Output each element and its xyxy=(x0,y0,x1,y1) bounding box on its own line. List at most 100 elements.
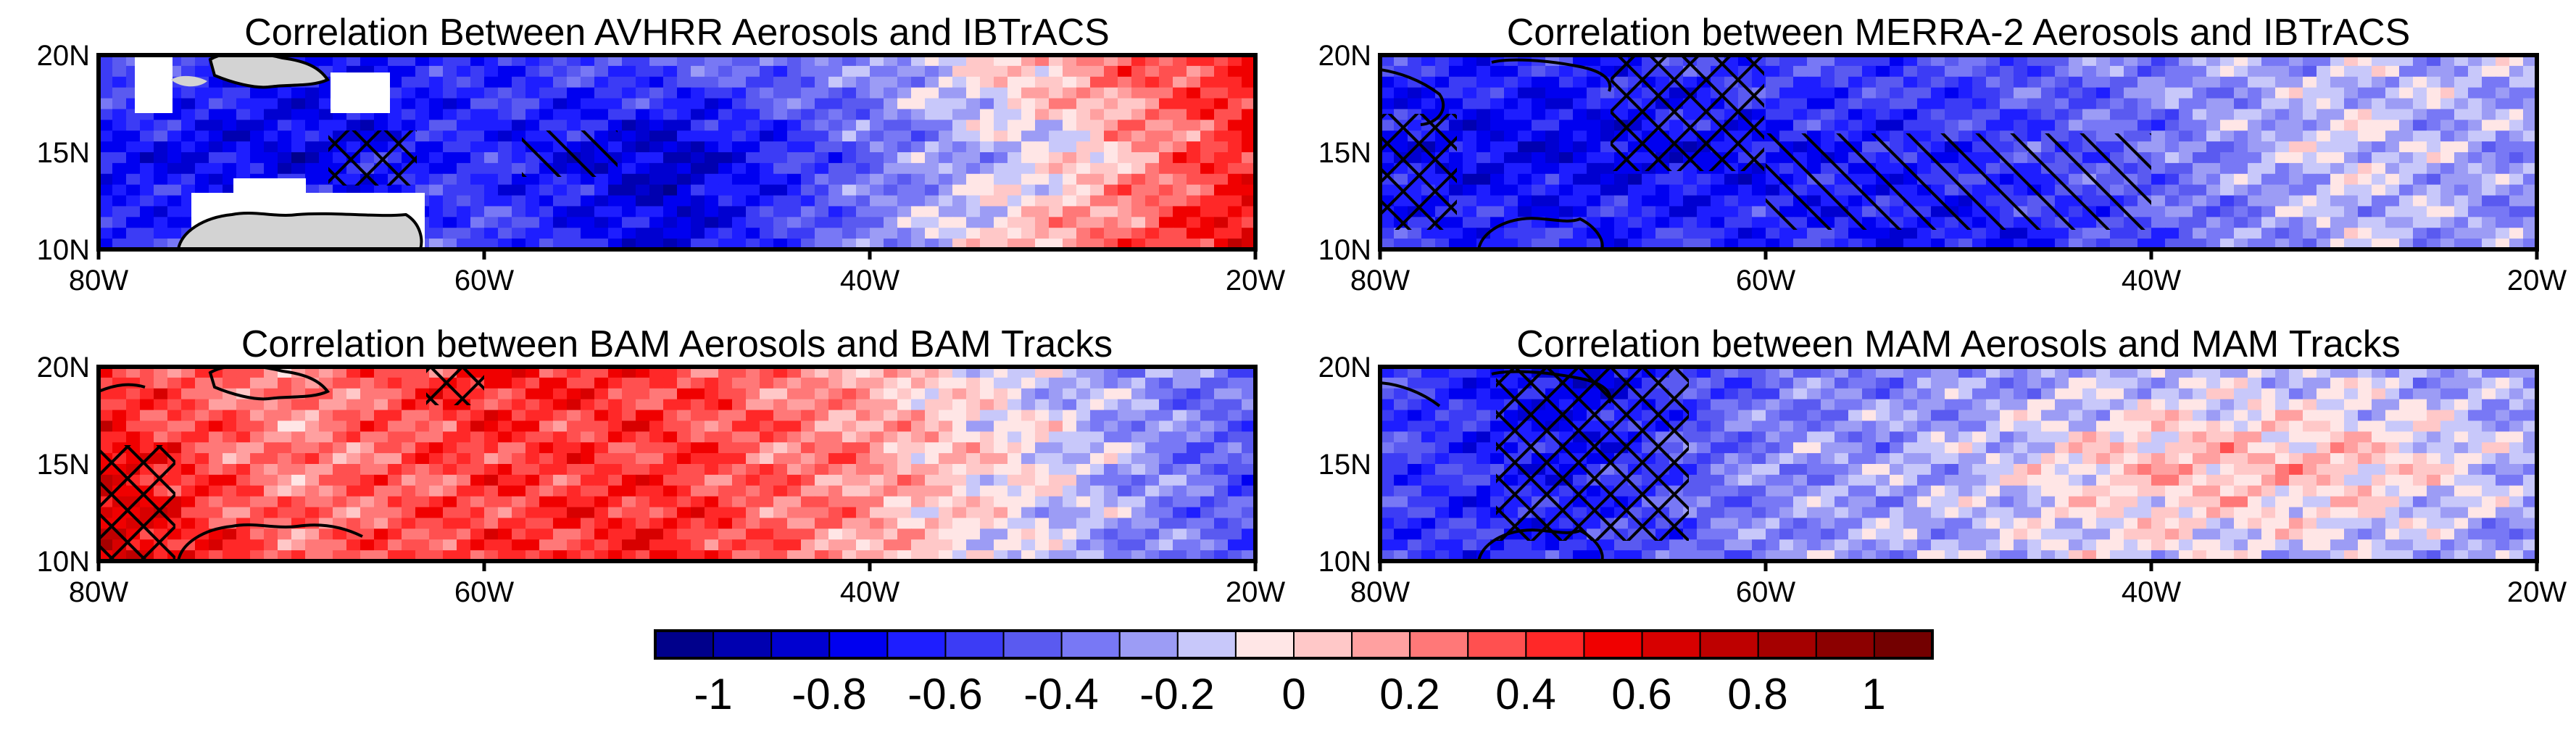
heatmap-cell xyxy=(732,539,747,551)
heatmap-cell xyxy=(691,410,705,422)
panel-bam: Correlation between BAM Aerosols and BAM… xyxy=(37,323,1286,608)
heatmap-cell xyxy=(2220,184,2235,196)
heatmap-cell xyxy=(842,184,857,196)
heatmap-cell xyxy=(250,474,265,486)
heatmap-cell xyxy=(884,195,898,207)
heatmap-cell xyxy=(539,76,554,88)
heatmap-cell xyxy=(2165,377,2180,389)
heatmap-cell xyxy=(1118,55,1132,67)
heatmap-cell xyxy=(2385,55,2400,67)
heatmap-cell xyxy=(925,399,939,411)
heatmap-cell xyxy=(760,410,774,422)
heatmap-cell xyxy=(1104,239,1118,249)
heatmap-cell xyxy=(2482,98,2496,110)
heatmap-cell xyxy=(346,539,361,551)
heatmap-cell xyxy=(2055,109,2069,121)
heatmap-cell xyxy=(236,464,251,476)
heatmap-cell xyxy=(1035,388,1050,400)
heatmap-cell xyxy=(677,228,691,239)
heatmap-cell xyxy=(1173,485,1187,497)
heatmap-cell xyxy=(677,518,691,530)
heatmap-cell xyxy=(691,539,705,551)
heatmap-cell xyxy=(2413,98,2427,110)
heatmap-cell xyxy=(99,217,113,229)
heatmap-cell xyxy=(622,485,636,497)
heatmap-cell xyxy=(1931,410,1945,422)
heatmap-cell xyxy=(1614,184,1629,196)
hatched-region xyxy=(1380,114,1457,230)
heatmap-cell xyxy=(2220,141,2235,153)
heatmap-cell xyxy=(2193,388,2207,400)
heatmap-cell xyxy=(1876,76,1890,88)
heatmap-cell xyxy=(443,410,457,422)
heatmap-cell xyxy=(1214,453,1229,465)
heatmap-cell xyxy=(952,388,967,400)
heatmap-cell xyxy=(677,65,691,78)
heatmap-cell xyxy=(705,65,719,78)
heatmap-cell xyxy=(677,130,691,142)
heatmap-cell xyxy=(484,528,499,541)
heatmap-cell xyxy=(815,388,829,400)
heatmap-cell xyxy=(2151,141,2166,153)
heatmap-cell xyxy=(484,228,499,239)
heatmap-cell xyxy=(319,120,333,132)
heatmap-cell xyxy=(346,485,361,497)
heatmap-cell xyxy=(691,518,705,530)
heatmap-cell xyxy=(388,518,402,530)
heatmap-cell xyxy=(801,206,815,218)
heatmap-cell xyxy=(2385,239,2400,249)
heatmap-cell xyxy=(1917,76,1932,88)
heatmap-cell xyxy=(966,217,981,229)
heatmap-cell xyxy=(2261,65,2276,78)
heatmap-cell xyxy=(980,239,994,249)
heatmap-cell xyxy=(1090,496,1105,508)
heatmap-cell xyxy=(1214,496,1229,508)
heatmap-cell xyxy=(1007,76,1022,88)
heatmap-cell xyxy=(787,173,802,186)
heatmap-cell xyxy=(1173,377,1187,389)
heatmap-cell xyxy=(773,195,788,207)
heatmap-cell xyxy=(567,228,581,239)
heatmap-cell xyxy=(1476,410,1491,422)
heatmap-cell xyxy=(470,195,485,207)
heatmap-cell xyxy=(2440,184,2455,196)
heatmap-cell xyxy=(1049,184,1063,196)
heatmap-cell xyxy=(815,109,829,121)
heatmap-cell xyxy=(360,388,375,400)
heatmap-cell xyxy=(856,496,871,508)
heatmap-cell xyxy=(2385,399,2400,411)
heatmap-cell xyxy=(2069,87,2083,99)
heatmap-cell xyxy=(2454,367,2469,378)
heatmap-cell xyxy=(594,464,609,476)
heatmap-cell xyxy=(1958,109,1973,121)
heatmap-cell xyxy=(2248,367,2262,378)
heatmap-cell xyxy=(1463,399,1477,411)
heatmap-cell xyxy=(2110,239,2124,249)
heatmap-cell xyxy=(1504,206,1518,218)
heatmap-cell xyxy=(2055,55,2069,67)
heatmap-cell xyxy=(443,120,457,132)
heatmap-cell xyxy=(1986,120,2000,132)
heatmap-cell xyxy=(1518,65,1532,78)
heatmap-cell xyxy=(305,474,320,486)
heatmap-cell xyxy=(2330,120,2345,132)
heatmap-cell xyxy=(1559,76,1574,88)
heatmap-cell xyxy=(2069,367,2083,378)
heatmap-cell xyxy=(1104,184,1118,196)
heatmap-cell xyxy=(1200,76,1215,88)
heatmap-cell xyxy=(443,141,457,153)
heatmap-cell xyxy=(1917,55,1932,67)
heatmap-cell xyxy=(1145,464,1160,476)
heatmap-cell xyxy=(2069,377,2083,389)
heatmap-cell xyxy=(2248,120,2262,132)
heatmap-cell xyxy=(2165,141,2180,153)
heatmap-cell xyxy=(1200,420,1215,433)
heatmap-cell xyxy=(980,518,994,530)
heatmap-cell xyxy=(1063,109,1077,121)
heatmap-cell xyxy=(1408,87,1422,99)
heatmap-cell xyxy=(2206,130,2221,142)
heatmap-cell xyxy=(1986,98,2000,110)
heatmap-cell xyxy=(677,420,691,433)
heatmap-cell xyxy=(498,420,512,433)
heatmap-cell xyxy=(1545,195,1560,207)
